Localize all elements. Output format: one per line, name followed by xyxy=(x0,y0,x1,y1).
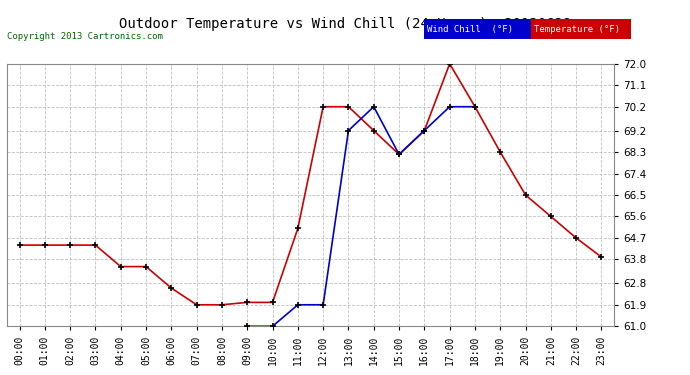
Text: Temperature (°F): Temperature (°F) xyxy=(534,25,620,34)
Text: Wind Chill  (°F): Wind Chill (°F) xyxy=(427,25,513,34)
Text: Copyright 2013 Cartronics.com: Copyright 2013 Cartronics.com xyxy=(7,32,163,41)
Text: Outdoor Temperature vs Wind Chill (24 Hours)  20130629: Outdoor Temperature vs Wind Chill (24 Ho… xyxy=(119,17,571,31)
